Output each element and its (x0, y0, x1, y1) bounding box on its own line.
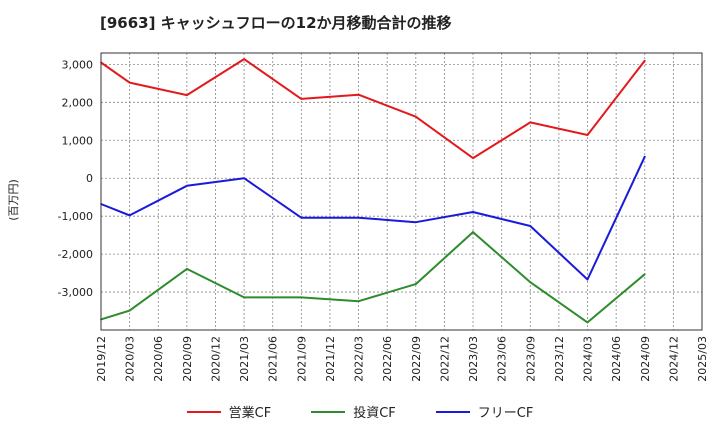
x-tick-label: 2024/09 (639, 336, 652, 382)
legend-item-free-cf: フリーCF (435, 402, 534, 421)
x-tick-label: 2023/09 (524, 336, 537, 382)
x-tick-label: 2019/12 (95, 336, 108, 382)
x-tick-label: 2023/03 (467, 336, 480, 382)
legend-label-investing-cf: 投資CF (353, 406, 396, 421)
x-tick-label: 2020/09 (181, 336, 194, 382)
data-point (300, 296, 303, 299)
data-point (128, 214, 131, 217)
data-point (243, 177, 245, 180)
y-tick-label: -3,000 (58, 286, 93, 299)
data-point (529, 281, 532, 284)
data-point (243, 296, 245, 299)
x-tick-label: 2021/03 (238, 336, 251, 382)
x-tick-label: 2024/12 (667, 336, 680, 382)
x-tick-label: 2021/09 (295, 336, 308, 382)
chart-title: [9663] キャッシュフローの12か月移動合計の推移 (100, 14, 452, 32)
x-tick-label: 2020/12 (209, 336, 222, 382)
data-point (586, 134, 589, 136)
legend-item-operating-cf: 営業CF (186, 402, 272, 421)
x-tick-label: 2023/12 (553, 336, 566, 382)
data-point (128, 309, 131, 312)
x-tick-labels: 2019/12 2020/03 2020/06 2020/09 2020/12 2021/… (95, 336, 709, 382)
plot-frame (100, 52, 703, 331)
data-point (128, 81, 131, 84)
data-point (586, 278, 589, 281)
data-point (243, 58, 245, 60)
y-axis-label: (百万円) (7, 179, 20, 221)
x-tick-label: 2021/12 (324, 336, 337, 382)
data-point (414, 283, 417, 285)
data-point (185, 268, 188, 270)
data-point (472, 211, 474, 213)
series-line-1 (100, 231, 646, 324)
data-point (185, 94, 188, 97)
data-point (357, 216, 360, 219)
series-line-2 (100, 156, 646, 281)
x-tick-label: 2022/12 (438, 336, 451, 382)
x-tick-label: 2022/03 (353, 336, 366, 382)
data-point (643, 155, 646, 158)
y-tick-label: -2,000 (58, 248, 93, 261)
legend-swatch-free-cf (435, 410, 470, 413)
data-point (357, 300, 360, 303)
data-point (414, 221, 417, 224)
y-tick-labels: 3,000 2,000 1,000 0 -1,000 -2,000 -3,000 (58, 58, 93, 299)
data-point (185, 184, 188, 187)
legend-label-operating-cf: 営業CF (228, 406, 272, 421)
x-tick-label: 2024/06 (610, 336, 623, 382)
series-line-0 (100, 58, 646, 160)
legend-label-free-cf: フリーCF (477, 406, 534, 421)
data-point (472, 157, 474, 160)
x-tick-label: 2022/06 (381, 336, 394, 382)
x-tick-label: 2023/06 (496, 336, 509, 382)
data-point (414, 115, 417, 118)
x-tick-label: 2022/09 (410, 336, 423, 382)
legend: 営業CF 投資CF フリーCF (0, 402, 720, 421)
legend-swatch-investing-cf (311, 410, 346, 413)
y-tick-label: 3,000 (62, 58, 94, 71)
y-tick-label: -1,000 (58, 210, 93, 223)
legend-swatch-operating-cf (186, 410, 221, 413)
data-point (300, 216, 303, 219)
grid (100, 53, 703, 330)
data-point (357, 93, 360, 96)
x-tick-label: 2024/03 (582, 336, 595, 382)
data-point (643, 59, 646, 62)
x-tick-label: 2021/06 (267, 336, 280, 382)
data-point (472, 231, 474, 234)
data-point (586, 321, 589, 324)
x-tick-label: 2020/03 (124, 336, 137, 382)
legend-item-investing-cf: 投資CF (311, 402, 396, 421)
data-point (300, 98, 303, 100)
y-tick-label: 2,000 (62, 96, 94, 109)
data-point (529, 225, 532, 227)
data-point (529, 121, 532, 124)
x-tick-label: 2020/06 (152, 336, 165, 382)
y-tick-label: 0 (86, 172, 93, 185)
data-point (643, 273, 646, 276)
y-tick-label: 1,000 (62, 134, 94, 147)
series-lines (100, 58, 646, 324)
x-tick-label: 2025/03 (696, 336, 709, 382)
